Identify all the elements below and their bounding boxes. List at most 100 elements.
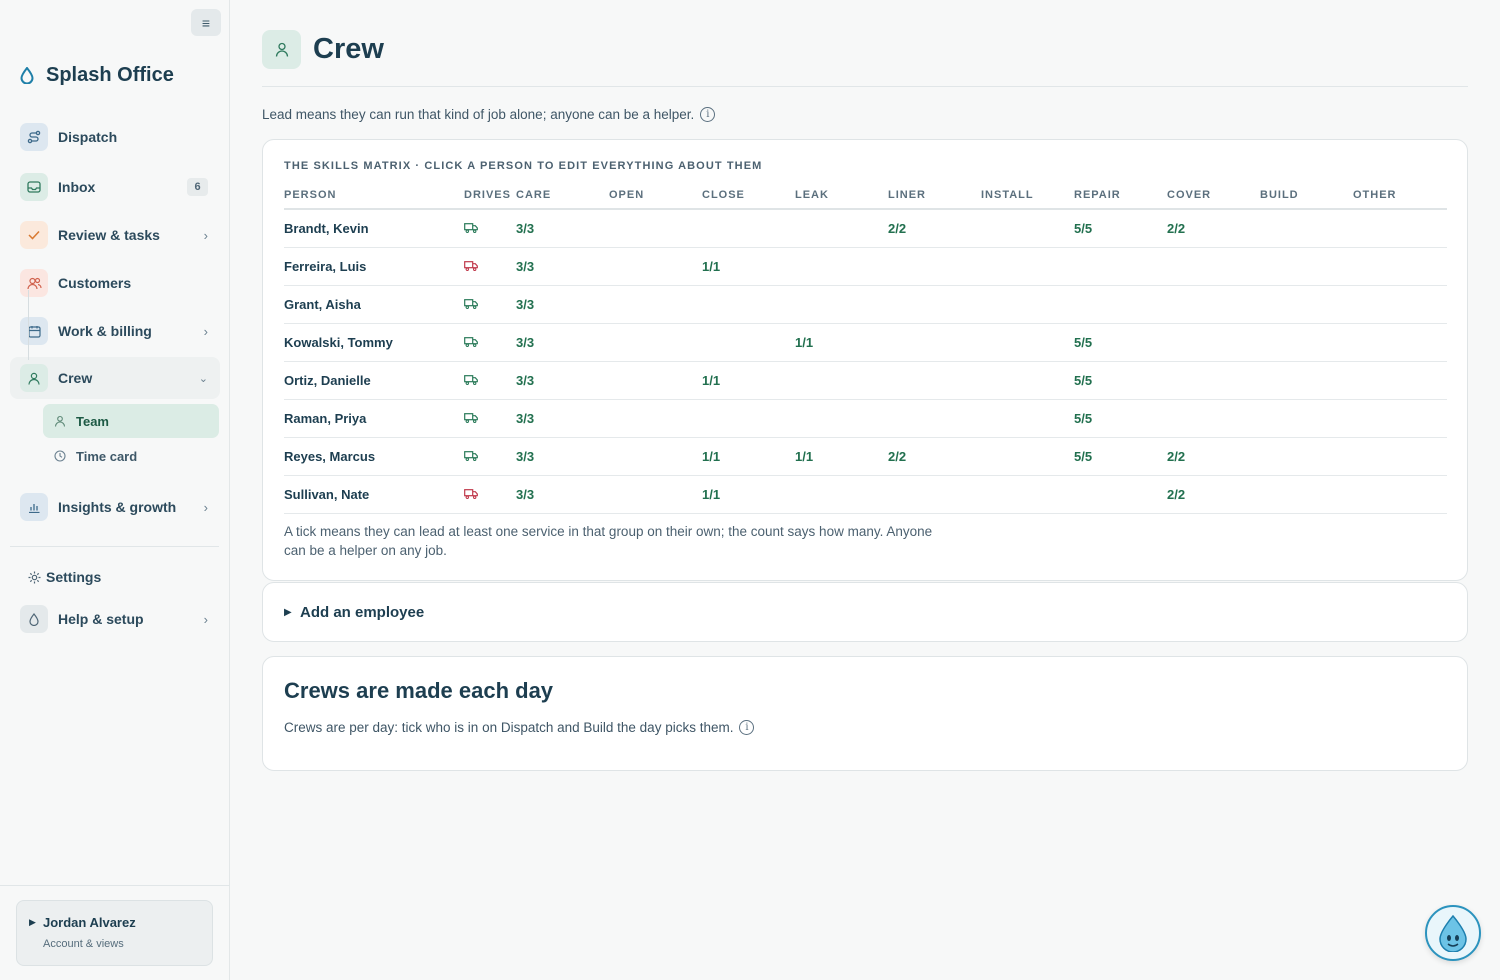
sidebar-footer-divider — [0, 885, 230, 886]
skill-count-cell — [888, 285, 981, 324]
sidebar-item-customers[interactable]: Customers — [10, 263, 220, 303]
table-row[interactable]: Brandt, Kevin 3/3 2/2 5/5 2/2 — [284, 209, 1447, 248]
truck-icon — [464, 450, 478, 461]
skill-count-cell: 3/3 — [516, 399, 609, 438]
skill-count-cell — [1167, 285, 1260, 324]
users-icon — [20, 269, 48, 297]
drop-icon — [20, 605, 48, 633]
chevron-right-icon: › — [203, 499, 208, 515]
drives-cell — [464, 361, 516, 400]
collapse-sidebar-button[interactable]: ≡ — [191, 9, 221, 36]
sidebar-item-work-billing[interactable]: Work & billing › — [10, 311, 220, 351]
skill-count-cell — [1260, 437, 1353, 476]
sidebar-item-label: Inbox — [58, 179, 96, 195]
sidebar-item-dispatch[interactable]: Dispatch — [10, 117, 220, 157]
skill-count-cell — [609, 475, 702, 514]
skill-count-cell — [795, 209, 888, 248]
skill-count-cell — [609, 247, 702, 286]
skill-count-cell — [888, 475, 981, 514]
assistant-button[interactable] — [1425, 905, 1481, 961]
sidebar-subitem-team[interactable]: Team — [43, 404, 219, 438]
account-menu[interactable]: ▶ Jordan Alvarez Account & views — [16, 900, 213, 966]
sidebar: ≡ Splash Office Dispatch Inbox 6 Review … — [0, 0, 230, 980]
skill-count-cell — [702, 209, 795, 248]
skill-count-cell — [888, 399, 981, 438]
skill-count-cell — [1353, 475, 1447, 514]
table-row[interactable]: Ortiz, Danielle 3/3 1/1 5/5 — [284, 361, 1447, 400]
person-name[interactable]: Grant, Aisha — [284, 285, 464, 324]
skill-count-cell — [981, 247, 1074, 286]
calendar-icon — [20, 317, 48, 345]
truck-icon — [464, 374, 478, 385]
sidebar-item-crew[interactable]: Crew ⌄ — [10, 357, 220, 399]
table-row[interactable]: Reyes, Marcus 3/3 1/1 1/1 2/2 5/5 2/2 — [284, 437, 1447, 476]
table-row[interactable]: Ferreira, Luis 3/3 1/1 — [284, 247, 1447, 286]
skills-matrix-card: THE SKILLS MATRIX · CLICK A PERSON TO ED… — [262, 139, 1468, 581]
person-name[interactable]: Ferreira, Luis — [284, 247, 464, 286]
truck-icon — [464, 222, 478, 233]
page-title: Crew — [313, 33, 384, 65]
table-row[interactable]: Kowalski, Tommy 3/3 1/1 5/5 — [284, 323, 1447, 362]
sidebar-subitem-time-card[interactable]: Time card — [43, 439, 219, 473]
drives-cell — [464, 399, 516, 438]
skill-count-cell — [795, 247, 888, 286]
column-header-liner: LINER — [888, 184, 981, 210]
skill-count-cell — [1167, 323, 1260, 362]
skill-count-cell — [609, 209, 702, 248]
add-employee-label: Add an employee — [300, 604, 425, 621]
skill-count-cell — [1353, 323, 1447, 362]
skill-count-cell: 3/3 — [516, 247, 609, 286]
matrix-header-row: PERSON DRIVES CARE OPEN CLOSE LEAK LINER INSTAL… — [284, 184, 1447, 210]
drives-cell — [464, 475, 516, 514]
skill-count-cell: 3/3 — [516, 209, 609, 248]
table-row[interactable]: Raman, Priya 3/3 5/5 — [284, 399, 1447, 438]
skill-count-cell — [1260, 475, 1353, 514]
person-name[interactable]: Raman, Priya — [284, 399, 464, 438]
sidebar-item-settings[interactable]: Settings — [10, 557, 220, 597]
crews-card: Crews are made each day Crews are per da… — [262, 656, 1468, 771]
skill-count-cell — [609, 437, 702, 476]
brand[interactable]: Splash Office — [20, 64, 174, 87]
column-header-close: CLOSE — [702, 184, 795, 210]
skill-count-cell — [795, 399, 888, 438]
column-header-repair: REPAIR — [1074, 184, 1167, 210]
inbox-count-badge: 6 — [187, 178, 208, 196]
skill-count-cell — [981, 209, 1074, 248]
account-name: Jordan Alvarez — [43, 915, 136, 930]
add-employee-disclosure[interactable]: ▶ Add an employee — [262, 582, 1468, 642]
drives-cell — [464, 437, 516, 476]
skill-count-cell — [888, 323, 981, 362]
table-row[interactable]: Sullivan, Nate 3/3 1/1 2/2 — [284, 475, 1447, 514]
skill-count-cell — [795, 361, 888, 400]
skill-count-cell — [981, 399, 1074, 438]
drop-logo-icon — [20, 67, 34, 84]
column-header-person: PERSON — [284, 184, 464, 210]
truck-icon — [464, 298, 478, 309]
person-name[interactable]: Brandt, Kevin — [284, 209, 464, 248]
table-row[interactable]: Grant, Aisha 3/3 — [284, 285, 1447, 324]
person-name[interactable]: Reyes, Marcus — [284, 437, 464, 476]
skill-count-cell — [609, 323, 702, 362]
person-name[interactable]: Sullivan, Nate — [284, 475, 464, 514]
skill-count-cell — [1074, 285, 1167, 324]
sidebar-item-help-setup[interactable]: Help & setup › — [10, 599, 220, 639]
skill-count-cell: 2/2 — [888, 437, 981, 476]
skill-count-cell — [1260, 323, 1353, 362]
column-header-build: BUILD — [1260, 184, 1353, 210]
sidebar-item-review-tasks[interactable]: Review & tasks › — [10, 215, 220, 255]
person-icon — [54, 415, 66, 427]
inbox-icon — [20, 173, 48, 201]
person-name[interactable]: Kowalski, Tommy — [284, 323, 464, 362]
route-icon — [20, 123, 48, 151]
info-icon[interactable]: i — [739, 720, 755, 735]
skill-count-cell: 2/2 — [888, 209, 981, 248]
skill-count-cell — [1074, 247, 1167, 286]
skill-count-cell: 3/3 — [516, 323, 609, 362]
skill-count-cell: 1/1 — [795, 437, 888, 476]
person-name[interactable]: Ortiz, Danielle — [284, 361, 464, 400]
sidebar-item-insights-growth[interactable]: Insights & growth › — [10, 487, 220, 527]
info-icon[interactable]: i — [700, 107, 716, 122]
skill-count-cell — [1353, 399, 1447, 438]
chevron-right-icon: › — [203, 323, 208, 339]
sidebar-item-inbox[interactable]: Inbox 6 — [10, 167, 220, 207]
